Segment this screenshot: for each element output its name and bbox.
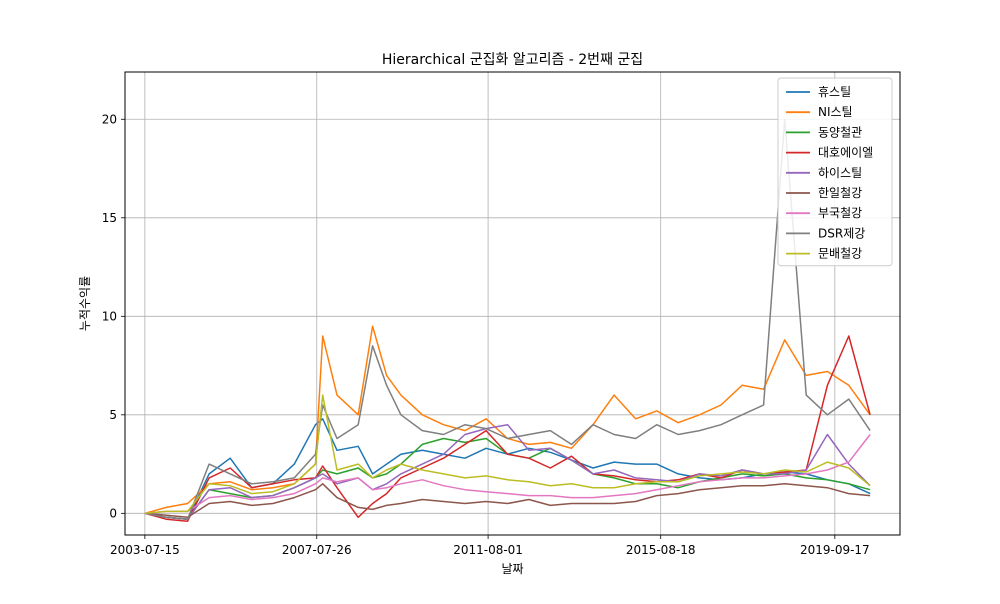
axis-ticks: 2003-07-15 2007-07-26 2011-08-01 2015-08-18… (102, 112, 870, 557)
y-tick-label: 15 (102, 211, 117, 225)
legend-label: 휴스틸 (818, 85, 851, 99)
series-line (144, 118, 871, 520)
x-axis-label: 날짜 (501, 562, 523, 576)
chart-title: Hierarchical 군집화 알고리즘 - 2번째 군집 (382, 52, 643, 68)
series-line (144, 325, 871, 515)
y-tick-label: 0 (109, 506, 117, 520)
series-line (144, 434, 871, 515)
grid-lines (125, 72, 900, 535)
x-tick-label: 2007-07-26 (282, 543, 352, 557)
legend-box (777, 77, 893, 267)
y-axis-label: 누적수익률 (78, 276, 92, 331)
legend-label: NI스틸 (818, 105, 853, 119)
legend-label: DSR제강 (818, 226, 865, 240)
y-tick-label: 5 (109, 408, 117, 422)
legend-label: 하이스틸 (818, 166, 862, 180)
legend-label: 부국철강 (818, 206, 862, 220)
legend-label: 대호에이엘 (818, 146, 873, 160)
x-tick-label: 2019-09-17 (800, 543, 870, 557)
series-line (144, 394, 871, 515)
x-tick-label: 2011-08-01 (453, 543, 523, 557)
y-tick-label: 10 (102, 309, 117, 323)
series-lines (144, 118, 871, 522)
legend-label: 한일철강 (818, 186, 862, 200)
legend-label: 문배철강 (818, 247, 862, 261)
series-line (144, 483, 871, 519)
plot-frame (124, 71, 901, 536)
x-tick-label: 2003-07-15 (110, 543, 180, 557)
y-tick-label: 20 (102, 112, 117, 126)
legend-label: 동양철관 (818, 125, 862, 139)
x-tick-label: 2015-08-18 (626, 543, 696, 557)
